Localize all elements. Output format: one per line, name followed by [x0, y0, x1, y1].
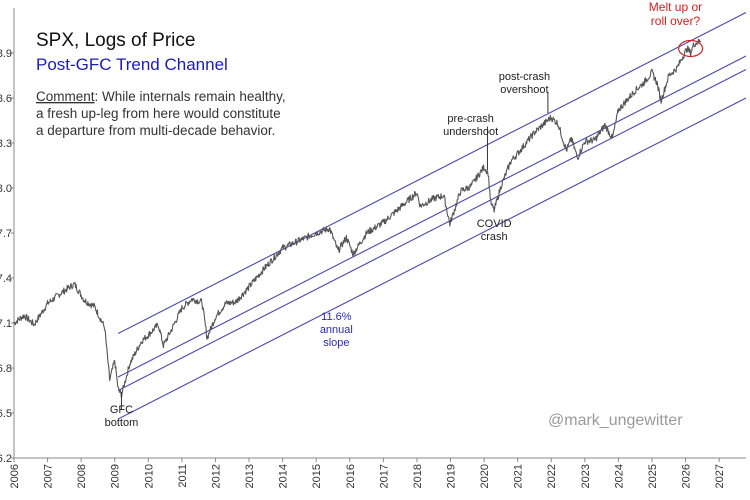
y-tick-label: 6.2	[0, 453, 12, 465]
x-tick-label: 2021	[513, 464, 525, 488]
x-tick-label: 2026	[681, 464, 693, 488]
annotation-text: overshoot	[500, 84, 548, 96]
x-tick-label: 2007	[43, 464, 55, 488]
x-tick-label: 2010	[143, 464, 155, 488]
x-tick-label: 2013	[244, 464, 256, 488]
comment-text-1: : While internals remain healthy,	[95, 89, 286, 104]
x-tick-label: 2016	[345, 464, 357, 488]
x-tick-label: 2027	[714, 464, 726, 488]
comment-line-1: Comment: While internals remain healthy,	[36, 89, 286, 104]
chart-subtitle: Post-GFC Trend Channel	[36, 55, 228, 74]
y-tick-label: 8.3	[0, 138, 12, 150]
annotation-text: 11.6%	[321, 311, 352, 323]
y-tick-label: 7.1	[0, 318, 12, 330]
highlight-circle	[677, 39, 704, 58]
y-tick-label: 8.6	[0, 93, 12, 105]
x-tick-label: 2006	[9, 464, 21, 488]
x-tick-label: 2025	[647, 464, 659, 488]
x-tick-label: 2017	[378, 464, 390, 488]
annotation-text: post-crash	[499, 71, 550, 83]
plot-area: 8.98.68.38.07.77.47.16.86.56.2 200620072…	[0, 0, 747, 488]
y-tick-label: 6.5	[0, 408, 12, 420]
comment-label: Comment	[36, 89, 95, 104]
x-tick-label: 2023	[580, 464, 592, 488]
x-tick-label: 2019	[446, 464, 458, 488]
x-tick-label: 2012	[210, 464, 222, 488]
annotation-text: GFC	[110, 404, 133, 416]
highlight-ellipse	[677, 39, 704, 58]
annotation-text: roll over?	[651, 14, 701, 28]
y-tick-label: 6.8	[0, 363, 12, 375]
trend-line	[117, 55, 747, 378]
annotation-text: annual	[320, 324, 353, 336]
trend-line	[117, 12, 747, 334]
x-tick-label: 2009	[110, 464, 122, 488]
y-tick-label: 7.7	[0, 228, 12, 240]
comment-line-3: a departure from multi-decade behavior.	[36, 123, 275, 138]
x-tick-label: 2014	[278, 464, 290, 488]
annotation-pointers	[120, 92, 549, 410]
annotation-text: crash	[481, 231, 508, 243]
trend-line	[117, 97, 747, 420]
annotation-text: Melt up or	[649, 0, 702, 14]
x-tick-label: 2011	[177, 464, 189, 488]
x-tick-label: 2008	[76, 464, 88, 488]
y-axis-ticks: 8.9 8.6 8.3 8.0 7.7 7.4 7.1 6.8 6.5 6.2	[0, 48, 14, 465]
comment-line-2: a fresh up-leg from here would constitut…	[36, 106, 281, 121]
annotation-text: pre-crash	[447, 113, 493, 125]
trend-channel	[117, 12, 747, 420]
y-tick-label: 7.4	[0, 273, 12, 285]
x-tick-label: 2018	[412, 464, 424, 488]
x-tick-label: 2015	[311, 464, 323, 488]
annotation-text: bottom	[105, 417, 139, 429]
price-series	[13, 38, 702, 399]
series-line	[13, 38, 702, 399]
trend-line	[117, 69, 747, 391]
x-tick-label: 2024	[613, 464, 625, 488]
y-tick-label: 8.0	[0, 183, 12, 195]
y-tick-label: 8.9	[0, 48, 12, 60]
chart-title: SPX, Logs of Price	[36, 30, 195, 51]
x-tick-label: 2022	[546, 464, 558, 488]
annotation-text: COVID	[477, 218, 512, 230]
x-axis-ticks: 2006 2007 2008 2009 2010 2011 2012 2013 2014 2015…	[9, 458, 726, 488]
annotation-text: slope	[323, 337, 349, 349]
annotation-text: undershoot	[443, 126, 498, 138]
watermark: @mark_ungewitter	[548, 412, 683, 429]
x-tick-label: 2020	[479, 464, 491, 488]
